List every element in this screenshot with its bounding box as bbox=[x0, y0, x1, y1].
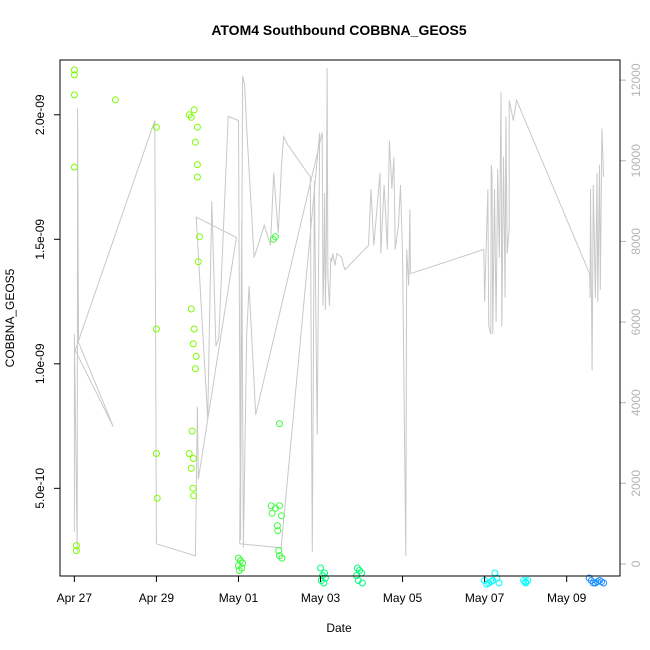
data-point bbox=[70, 66, 78, 74]
data-point bbox=[193, 123, 201, 131]
data-point bbox=[276, 420, 283, 428]
x-tick-label: Apr 29 bbox=[139, 591, 175, 605]
data-point bbox=[278, 554, 286, 562]
data-point bbox=[72, 547, 80, 555]
data-point bbox=[187, 305, 195, 313]
x-tick-label: May 09 bbox=[547, 591, 587, 605]
data-point bbox=[320, 579, 328, 587]
data-point bbox=[192, 352, 200, 360]
y-right-tick-label: 6000 bbox=[629, 308, 643, 335]
data-point bbox=[72, 542, 80, 550]
data-point bbox=[275, 547, 283, 555]
data-point bbox=[274, 527, 282, 535]
y-axis-label: COBBNA_GEOS5 bbox=[3, 268, 17, 367]
data-point bbox=[189, 340, 197, 348]
data-point bbox=[196, 233, 203, 241]
data-point bbox=[190, 106, 198, 114]
y-left-tick-label: 5.0e-10 bbox=[33, 468, 47, 509]
x-tick-label: Apr 27 bbox=[57, 591, 93, 605]
data-point bbox=[589, 579, 597, 587]
data-points-layer bbox=[70, 66, 608, 588]
data-point bbox=[111, 96, 119, 104]
x-tick-label: May 03 bbox=[301, 591, 341, 605]
x-tick-label: May 01 bbox=[219, 591, 259, 605]
x-tick-label: May 05 bbox=[383, 591, 423, 605]
data-point bbox=[188, 427, 196, 435]
data-point bbox=[600, 579, 608, 587]
data-point bbox=[273, 522, 281, 530]
data-point bbox=[152, 450, 160, 457]
data-point bbox=[152, 325, 160, 333]
data-point bbox=[278, 512, 285, 520]
data-point bbox=[191, 138, 199, 146]
data-point bbox=[235, 567, 243, 574]
data-point bbox=[190, 492, 198, 500]
y-right-tick-label: 12000 bbox=[629, 63, 643, 97]
y-right-tick-label: 10000 bbox=[629, 144, 643, 178]
data-point bbox=[189, 484, 197, 492]
data-point bbox=[495, 579, 503, 587]
data-point bbox=[276, 502, 283, 510]
y-left-tick-label: 1.0e-09 bbox=[33, 343, 47, 384]
data-point bbox=[317, 564, 324, 572]
y-right-tick-label: 0 bbox=[629, 560, 643, 567]
data-point bbox=[193, 161, 201, 169]
data-point bbox=[187, 113, 195, 121]
data-point bbox=[190, 325, 198, 333]
y-right-tick-label: 2000 bbox=[629, 470, 643, 497]
y-left-tick-label: 2.0e-09 bbox=[33, 94, 47, 135]
data-point bbox=[268, 509, 276, 517]
data-point bbox=[358, 579, 366, 587]
data-point bbox=[152, 123, 160, 131]
x-tick-label: May 07 bbox=[465, 591, 505, 605]
altitude-line-layer bbox=[73, 68, 605, 557]
data-point bbox=[191, 365, 199, 373]
altitude-line bbox=[73, 68, 605, 557]
data-point bbox=[70, 71, 78, 79]
plot-frame bbox=[59, 59, 621, 577]
axes-layer: Apr 27 Apr 29 May 01 May 03 May 05 May 07 May … bbox=[33, 63, 643, 605]
data-point bbox=[153, 494, 161, 502]
data-point bbox=[194, 258, 202, 266]
y-right-tick-label: 8000 bbox=[629, 228, 643, 255]
data-point bbox=[70, 163, 78, 171]
data-point bbox=[522, 579, 530, 587]
y-left-tick-label: 1.5e-09 bbox=[33, 219, 47, 260]
data-point bbox=[70, 91, 78, 99]
chart-title: ATOM4 Southbound COBBNA_GEOS5 bbox=[211, 22, 467, 38]
y-right-tick-label: 4000 bbox=[629, 389, 643, 416]
data-point bbox=[187, 464, 195, 472]
x-axis-label: Date bbox=[326, 621, 352, 635]
data-point bbox=[193, 173, 201, 181]
data-point bbox=[185, 450, 193, 457]
data-point bbox=[189, 455, 197, 462]
data-point bbox=[271, 233, 279, 241]
